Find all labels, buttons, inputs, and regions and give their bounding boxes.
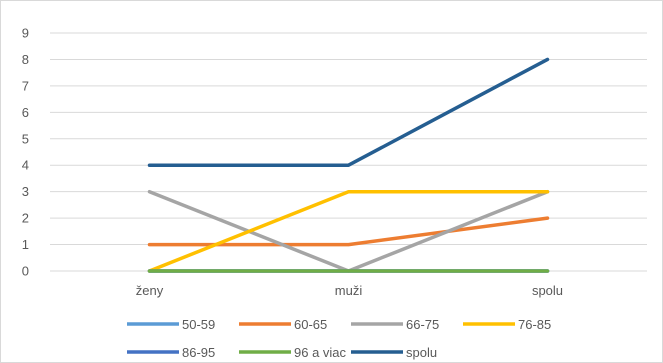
y-tick-label: 7 [22,78,29,93]
y-tick-label: 2 [22,211,29,226]
x-tick-label: muži [335,283,363,298]
legend: 50-59 60-65 66-75 76-85 86-95 96 a viac spolu [127,317,551,360]
legend-label: 96 a viac [294,345,347,360]
legend-item: 66-75 [351,317,439,332]
x-tick-label: spolu [532,283,563,298]
series-line-76-85 [147,189,550,273]
y-tick-label: 9 [22,26,29,41]
y-tick-label: 8 [22,52,29,67]
series-line-spolu [147,57,550,167]
y-tick-label: 0 [22,264,29,279]
series-line-60-65 [147,216,550,247]
legend-item: 96 a viac [239,345,347,360]
legend-item: 50-59 [127,317,215,332]
series-lines [147,57,550,273]
x-tick-label: ženy [136,283,164,298]
series-line-66-75 [147,189,550,273]
legend-label: 86-95 [182,345,215,360]
legend-item: 76-85 [463,317,551,332]
legend-item: 60-65 [239,317,327,332]
y-axis-tick-labels: 0 1 2 3 4 5 6 7 8 9 [22,26,29,279]
legend-label: spolu [406,345,437,360]
y-tick-label: 4 [22,158,29,173]
legend-label: 76-85 [518,317,551,332]
legend-item: spolu [351,345,437,360]
y-tick-label: 6 [22,105,29,120]
y-tick-label: 3 [22,184,29,199]
x-axis-tick-labels: ženy muži spolu [136,283,563,298]
legend-label: 50-59 [182,317,215,332]
y-tick-label: 1 [22,237,29,252]
legend-item: 86-95 [127,345,215,360]
legend-label: 60-65 [294,317,327,332]
gridlines [50,32,647,272]
legend-label: 66-75 [406,317,439,332]
y-tick-label: 5 [22,131,29,146]
